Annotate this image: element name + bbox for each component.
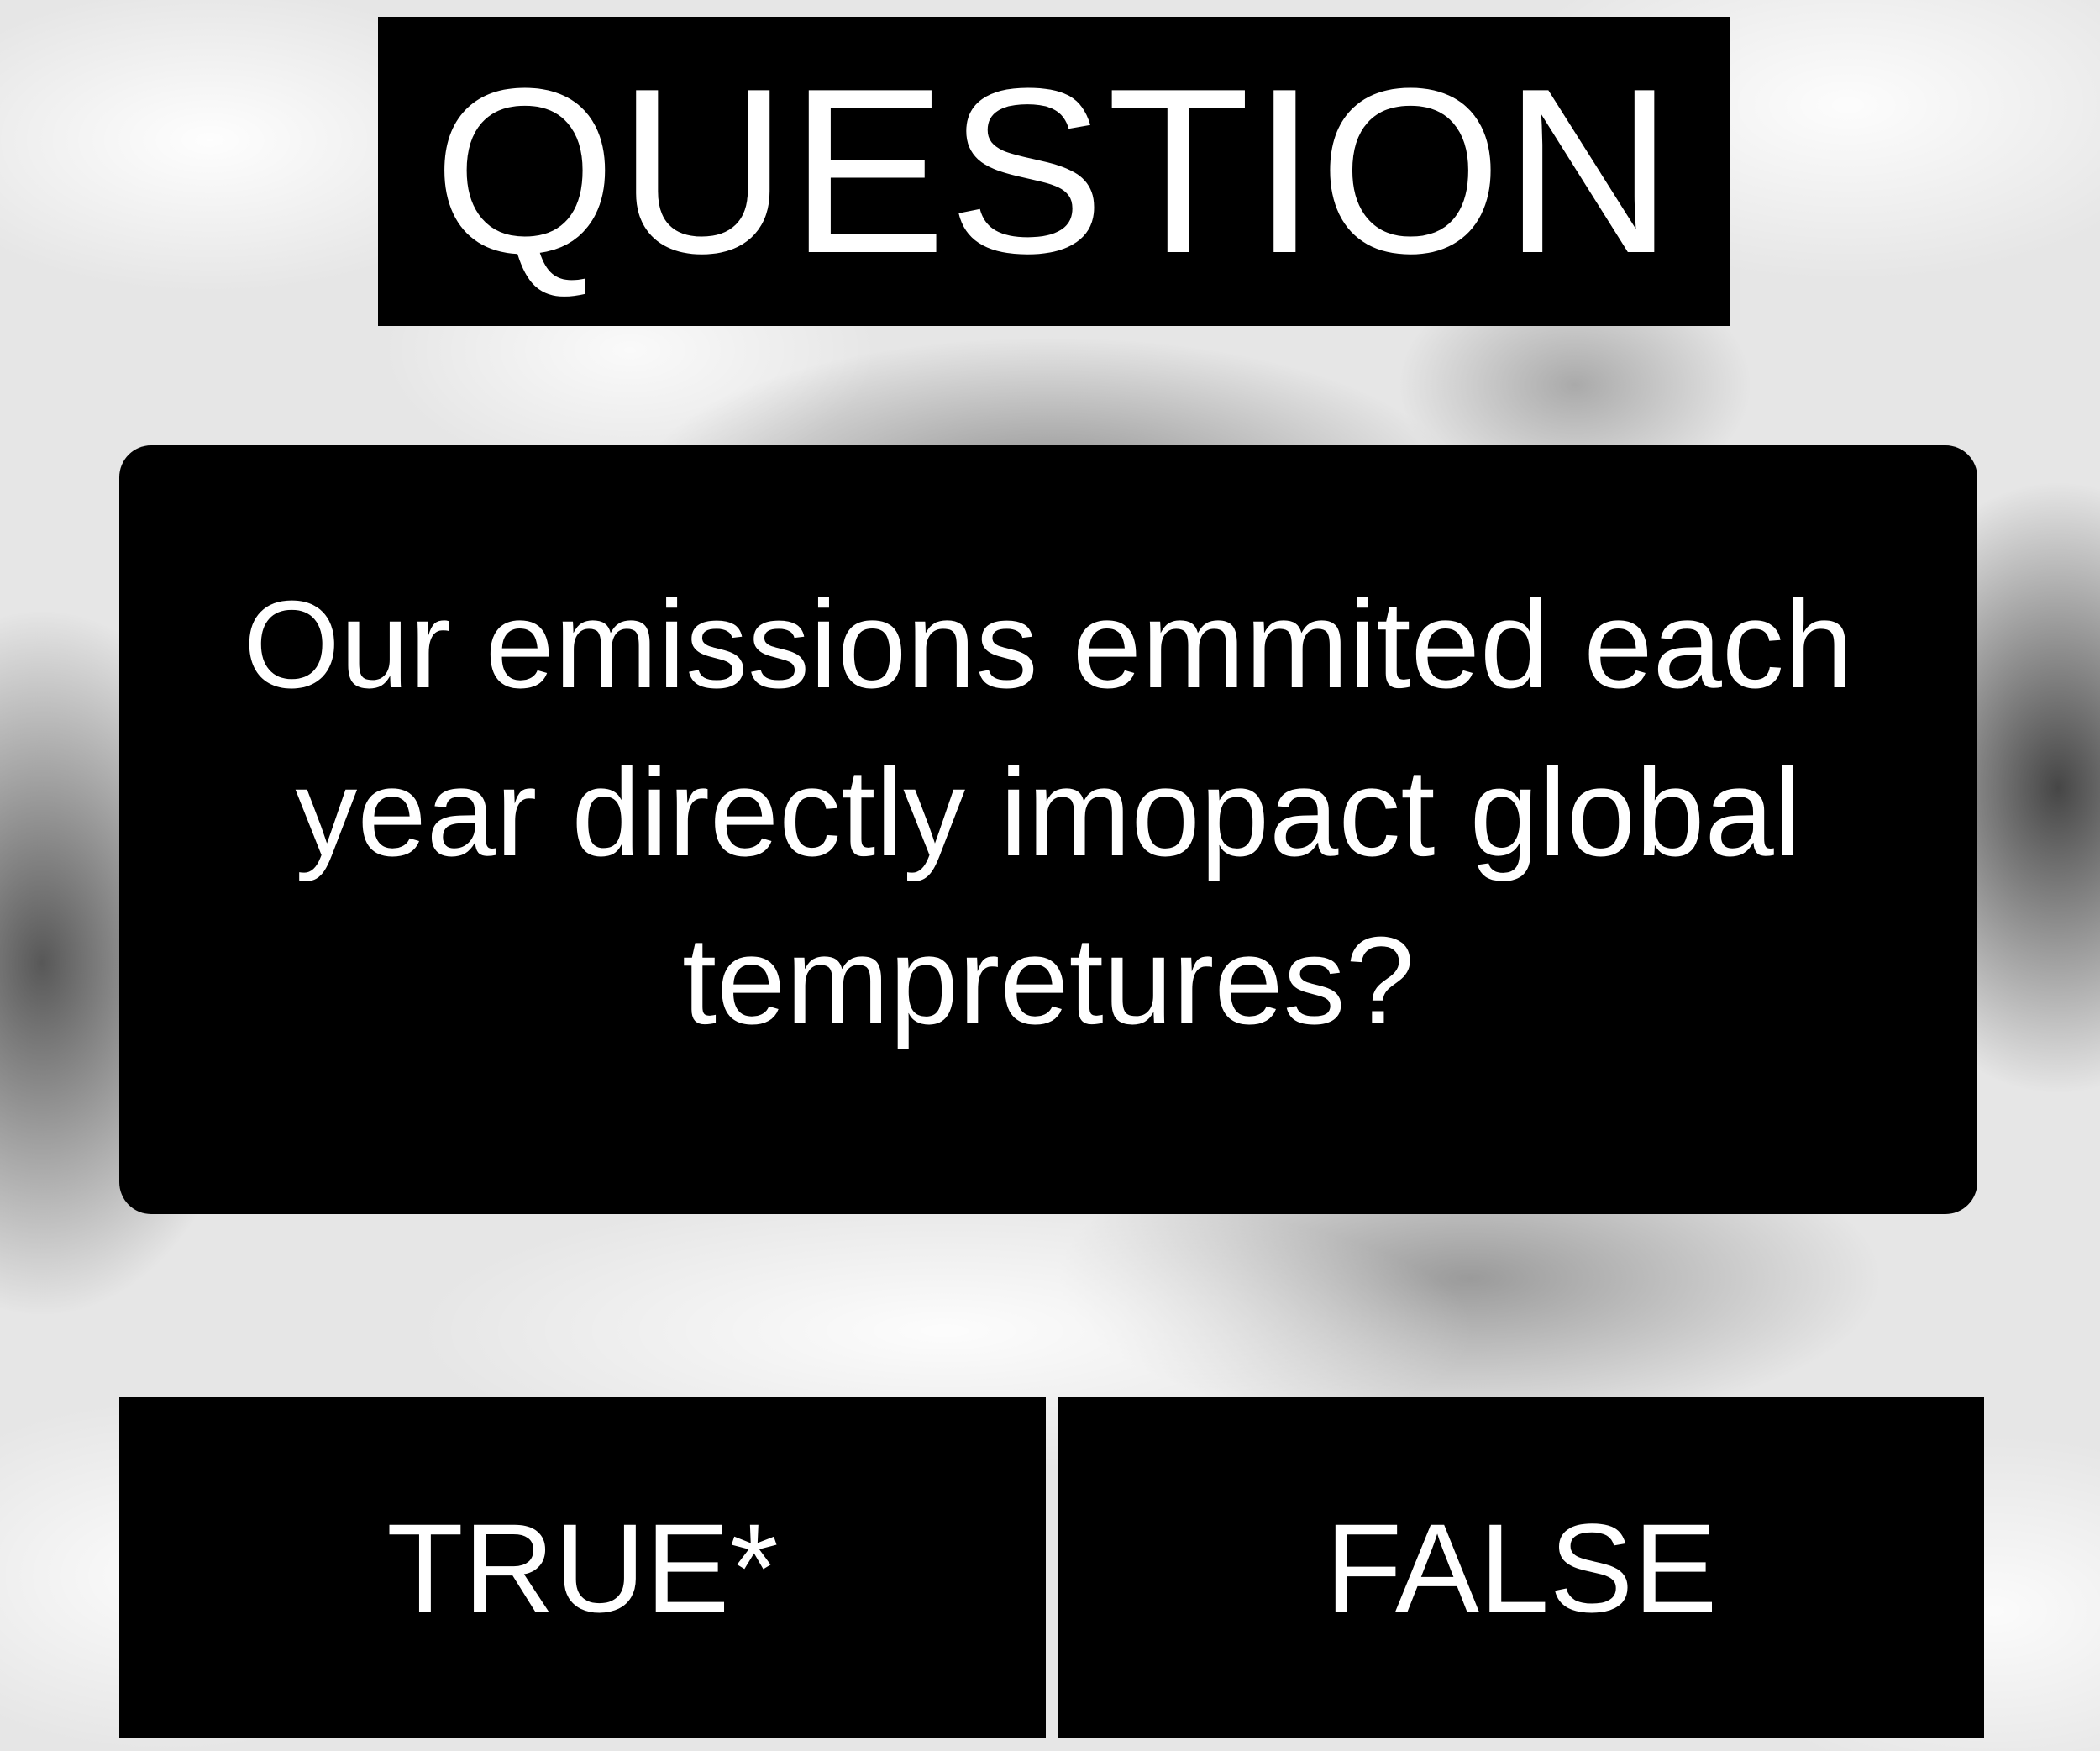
false-answer-button[interactable]: FALSE	[1058, 1397, 1984, 1738]
question-text: Our emissions emmited each year directly…	[243, 575, 1854, 1050]
title-banner: QUESTION	[378, 17, 1730, 326]
true-answer-label: TRUE*	[386, 1497, 779, 1638]
page-title: QUESTION	[433, 40, 1676, 302]
false-answer-label: FALSE	[1325, 1497, 1718, 1638]
true-answer-button[interactable]: TRUE*	[119, 1397, 1046, 1738]
question-card: Our emissions emmited each year directly…	[119, 445, 1977, 1214]
